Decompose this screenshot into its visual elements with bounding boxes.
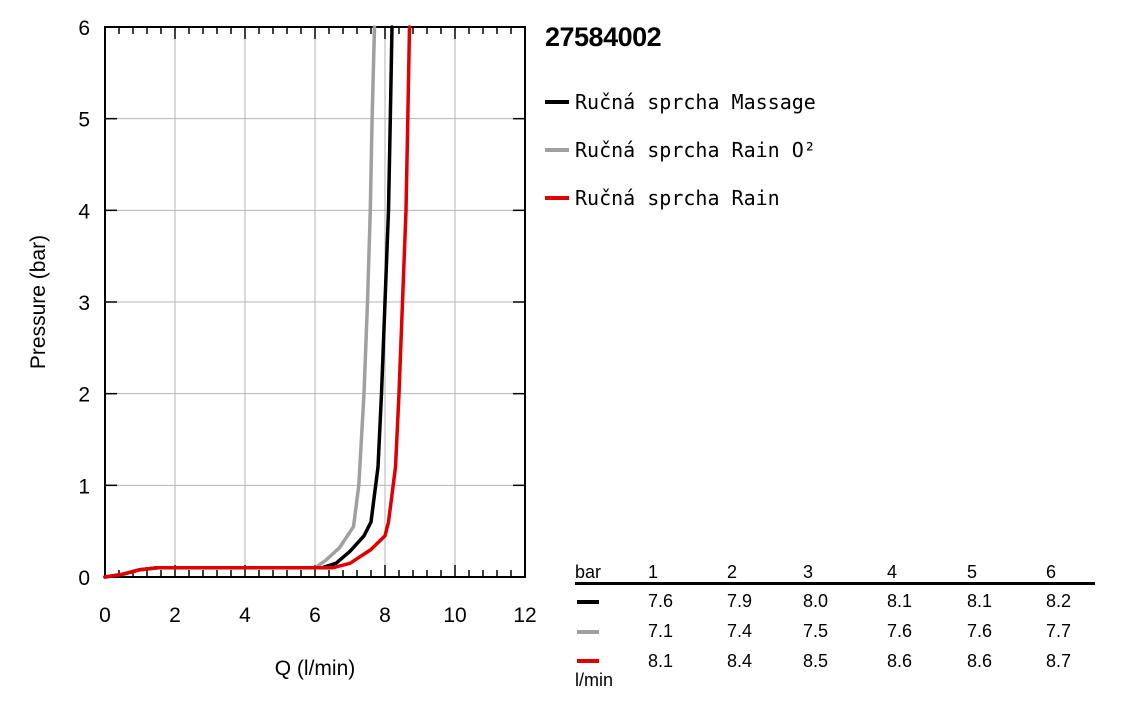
table-cell: 7.9 — [727, 591, 753, 611]
table-cell: 8.6 — [887, 651, 913, 671]
y-tick-label: 1 — [78, 475, 90, 498]
y-tick-label: 3 — [78, 292, 90, 315]
y-tick-label: 2 — [78, 384, 90, 407]
series-lines — [103, 25, 412, 579]
table-cell: 8.2 — [1046, 591, 1072, 611]
y-tick-label: 0 — [78, 567, 90, 590]
table-row-swatch-rain — [577, 659, 599, 663]
table-col-header: 5 — [967, 562, 978, 582]
table-col-header: 2 — [727, 562, 738, 582]
table-cell: 7.4 — [727, 621, 753, 641]
legend-swatch-massage — [545, 100, 569, 104]
table-cell: 7.6 — [648, 591, 674, 611]
x-tick-label: 4 — [239, 604, 251, 627]
table-cell: 8.5 — [803, 651, 829, 671]
table-col-header: 3 — [803, 562, 814, 582]
table-row-swatch-massage — [577, 600, 599, 604]
legend-label-rain: Ručná sprcha Rain — [575, 186, 780, 210]
legend-swatch-rain — [545, 196, 569, 200]
table-row-swatch-rain-o2 — [577, 630, 599, 634]
table-cell: 8.7 — [1046, 651, 1072, 671]
y-tick-label: 6 — [78, 17, 90, 40]
series-line-2 — [103, 25, 412, 579]
legend-label-massage: Ručná sprcha Massage — [575, 90, 816, 114]
table-cell: 7.7 — [1046, 621, 1072, 641]
table-cell: 8.1 — [887, 591, 913, 611]
legend-swatch-rain-o2 — [545, 148, 569, 152]
table-cell: 7.6 — [887, 621, 913, 641]
y-axis-label: Pressure (bar) — [27, 235, 50, 369]
x-axis-label: Q (l/min) — [275, 657, 356, 680]
plot-frame — [104, 26, 526, 578]
table-unit-header: bar — [575, 562, 602, 582]
table-col-header: 4 — [887, 562, 898, 582]
table-cell: 7.1 — [648, 621, 674, 641]
x-tick-label: 10 — [443, 604, 466, 627]
table-cell: 8.4 — [727, 651, 753, 671]
x-tick-label: 12 — [513, 604, 536, 627]
table-cell: 8.6 — [967, 651, 993, 671]
y-tick-label: 5 — [78, 109, 90, 132]
table-cell: 7.5 — [803, 621, 829, 641]
x-tick-label: 8 — [379, 604, 391, 627]
table-unit-footer: l/min — [575, 670, 614, 690]
table-cell: 8.0 — [803, 591, 829, 611]
x-tick-label: 6 — [309, 604, 321, 627]
table-header-rule — [575, 582, 1095, 585]
y-tick-label: 4 — [78, 200, 90, 223]
x-tick-label: 0 — [99, 604, 111, 627]
table-col-header: 6 — [1046, 562, 1057, 582]
table-cell: 8.1 — [967, 591, 993, 611]
table-cell: 7.6 — [967, 621, 993, 641]
chart-title: 27584002 — [545, 22, 662, 52]
flow-rate-table: bar 1 2 3 4 5 6 7.6 7.9 8.0 8.1 8.1 8.2 … — [575, 560, 1095, 700]
grid — [105, 27, 525, 577]
legend-label-rain-o2: Ručná sprcha Rain O² — [575, 138, 816, 162]
table-col-header: 1 — [648, 562, 659, 582]
x-tick-label: 2 — [169, 604, 181, 627]
table-cell: 8.1 — [648, 651, 674, 671]
